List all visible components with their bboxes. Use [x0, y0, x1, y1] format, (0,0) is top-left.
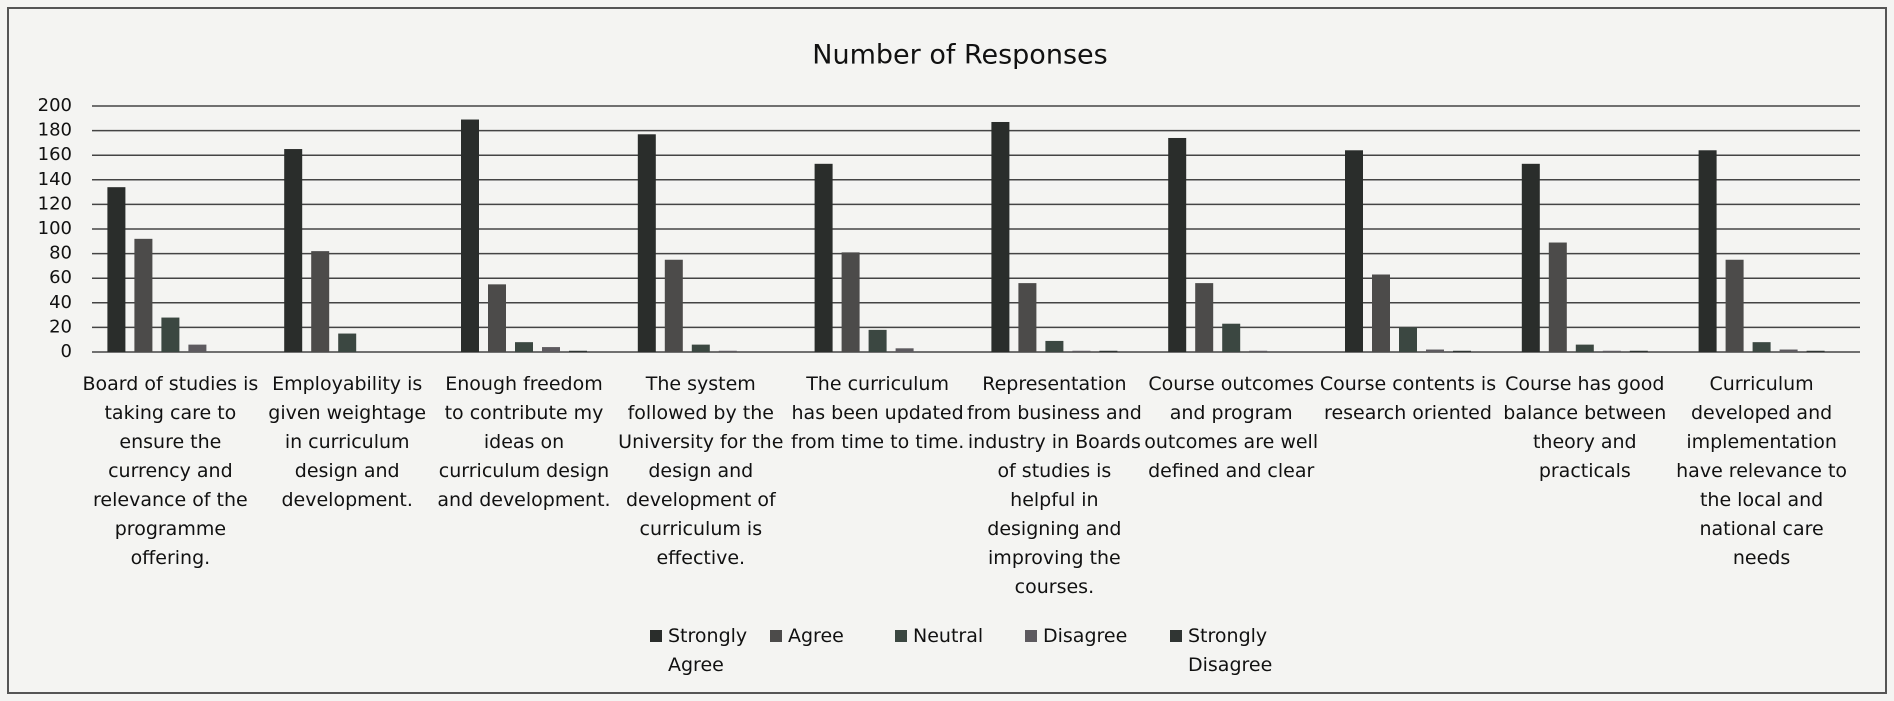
x-tick-label: Course contents is research oriented: [1319, 373, 1497, 424]
x-tick-label: Employability is given weightage in curr…: [268, 373, 427, 511]
bar: [338, 333, 357, 352]
legend-swatch: [895, 630, 907, 642]
y-tick-label: 180: [38, 120, 72, 141]
bar: [1806, 350, 1825, 352]
legend-label: Neutral: [913, 625, 984, 647]
bar: [1426, 349, 1444, 352]
bar: [1018, 283, 1037, 352]
bar: [1195, 283, 1214, 352]
x-tick-label: The system followed by the University fo…: [618, 373, 784, 569]
legend-label: Disagree: [1043, 625, 1128, 647]
legend-item: Neutral: [895, 622, 983, 651]
bar: [637, 134, 656, 352]
y-tick-label: 20: [49, 316, 72, 337]
legend-item: Disagree: [1025, 622, 1127, 651]
bar: [895, 348, 914, 352]
bar: [1399, 327, 1417, 352]
legend-label: Strongly Disagree: [1188, 625, 1273, 676]
legend-label: Strongly Agree: [668, 625, 748, 676]
chart-title: Number of Responses: [812, 40, 1107, 71]
legend-swatch: [1025, 630, 1037, 642]
frame: [7, 7, 1887, 694]
legend-item: Agree: [770, 622, 844, 651]
legend-item: Strongly Disagree: [1170, 622, 1280, 680]
legend-swatch: [770, 630, 782, 642]
legend-swatch: [650, 630, 662, 642]
bar: [1521, 163, 1540, 352]
y-tick-label: 40: [49, 292, 72, 313]
bar: [1752, 342, 1771, 352]
x-tick-label: Curriculum developed and implementation …: [1676, 373, 1848, 569]
bar: [841, 252, 860, 352]
bar: [1072, 350, 1091, 352]
bar: [664, 259, 683, 352]
x-tick-label: Course has good balance between theory a…: [1503, 373, 1667, 482]
x-tick-label: The curriculum has been updated from tim…: [790, 373, 965, 453]
bar: [134, 238, 153, 352]
bar: [718, 350, 737, 352]
bar: [1629, 350, 1648, 352]
y-tick-label: 80: [49, 243, 72, 264]
bar: [1575, 344, 1594, 352]
bar: [1548, 242, 1567, 352]
x-tick-label: Representation from business and industr…: [966, 373, 1142, 598]
x-tick-label: Course outcomes and program outcomes are…: [1144, 373, 1319, 482]
bar: [814, 163, 833, 352]
bar: [461, 119, 479, 352]
y-tick-label: 100: [38, 218, 72, 239]
bar: [188, 344, 207, 352]
bar: [1222, 323, 1241, 352]
y-tick-label: 60: [49, 267, 72, 288]
bar: [1168, 137, 1187, 352]
legend-item: Strongly Agree: [650, 622, 760, 680]
legend-swatch: [1170, 630, 1182, 642]
y-tick-label: 0: [61, 341, 72, 362]
legend-label: Agree: [788, 625, 844, 647]
bar: [1045, 340, 1064, 352]
y-tick-label: 160: [38, 144, 72, 165]
bar: [1099, 350, 1118, 352]
x-tick-label: Enough freedom to contribute my ideas on…: [437, 373, 611, 511]
bar: [1372, 274, 1390, 352]
bar: [542, 347, 560, 352]
bar: [107, 187, 126, 352]
bar: [311, 251, 330, 352]
bar: [1453, 350, 1471, 352]
bar: [1725, 259, 1744, 352]
bar: [1698, 150, 1717, 352]
bar: [1779, 349, 1798, 352]
y-tick-label: 140: [38, 169, 72, 190]
bar: [691, 344, 710, 352]
bar: [1345, 150, 1363, 352]
bar: [284, 149, 303, 352]
bar: [488, 284, 506, 352]
y-tick-label: 120: [38, 193, 72, 214]
x-tick-label: Board of studies is taking care to ensur…: [82, 373, 259, 569]
bar: [1249, 350, 1268, 352]
bar: [161, 317, 180, 352]
bar: [868, 329, 887, 352]
bar: [515, 342, 533, 352]
bar: [991, 121, 1010, 353]
bar: [1602, 350, 1621, 352]
y-tick-label: 200: [38, 95, 72, 116]
bar: [569, 350, 587, 352]
